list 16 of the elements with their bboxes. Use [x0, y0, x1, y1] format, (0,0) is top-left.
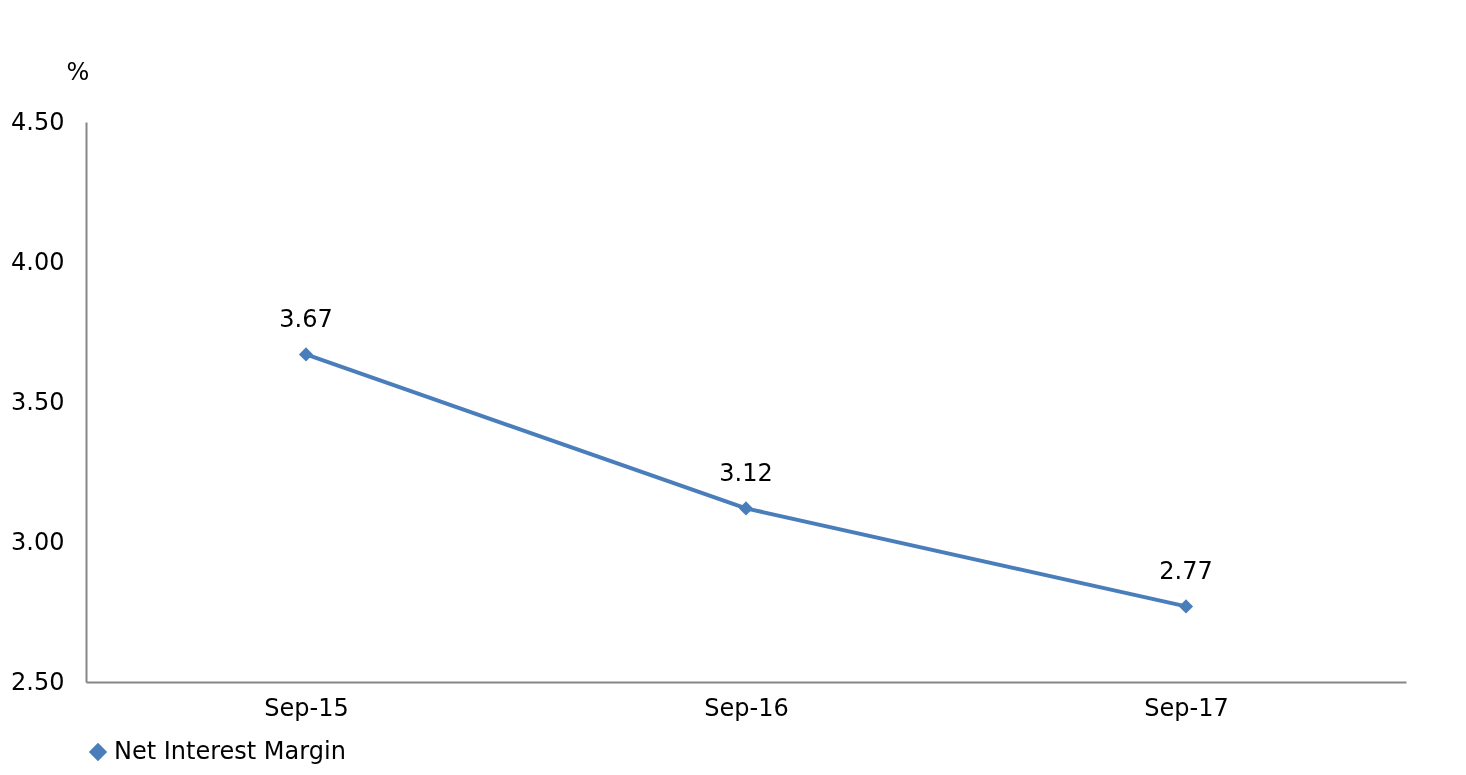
y-tick-label: 2.50 — [11, 667, 65, 696]
y-tick-label: 4.00 — [11, 247, 65, 276]
y-tick-label: 3.50 — [11, 387, 65, 416]
legend-label: Net Interest Margin — [114, 737, 346, 765]
x-tick-label: Sep-17 — [1144, 693, 1229, 722]
point — [738, 501, 754, 516]
y-tick-label: 4.50 — [11, 107, 65, 136]
y-tick-label: 3.00 — [11, 527, 65, 556]
data-label: 3.12 — [719, 459, 773, 488]
data-label: 2.77 — [1159, 557, 1213, 586]
x-tick-label: Sep-16 — [704, 693, 789, 722]
x-tick-label: Sep-15 — [264, 693, 349, 722]
point — [298, 347, 314, 362]
y-axis-title: % — [66, 57, 90, 86]
data-label: 3.67 — [279, 305, 333, 334]
point — [1178, 599, 1194, 614]
